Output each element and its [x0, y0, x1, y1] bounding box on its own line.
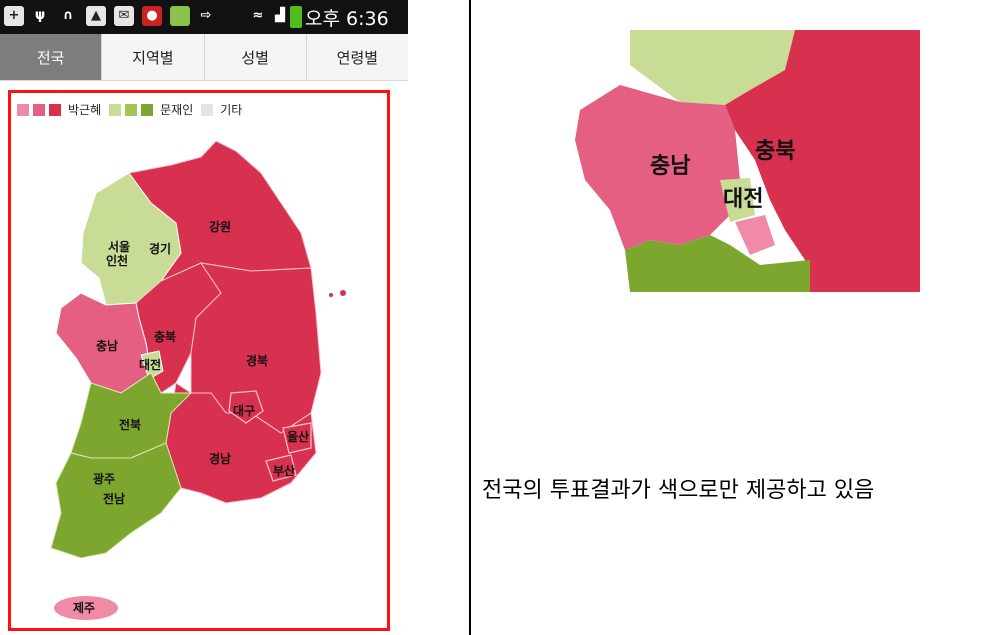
region-jeonnam[interactable]	[50, 442, 182, 559]
status-bar: + ψ ∩ ▲ ✉ ● ⇨ ≈ ▟ 오후 6:36	[0, 0, 408, 34]
label-gyeonggi: 경기	[149, 241, 171, 256]
tab-bar: 전국 지역별 성별 연령별	[0, 34, 408, 81]
label-seoul: 서울	[108, 239, 130, 254]
label-daejeon: 대전	[139, 357, 161, 372]
android-icon	[170, 6, 190, 26]
caption-text: 전국의 투표결과가 색으로만 제공하고 있음	[482, 478, 875, 503]
signal-icon: ▟	[275, 8, 285, 23]
label-incheon: 인천	[106, 253, 128, 268]
zoom-chungnam	[575, 85, 740, 250]
tab-by-region[interactable]: 지역별	[102, 34, 205, 80]
image-icon: ▲	[86, 6, 106, 26]
label-gyeongnam: 경남	[209, 451, 231, 466]
legend-swatch-moon-light	[109, 103, 122, 116]
label-gwangju: 광주	[93, 471, 115, 486]
legend-swatch-other	[201, 103, 214, 116]
tab-national[interactable]: 전국	[0, 34, 103, 80]
zoom-daejeon-pink	[735, 215, 775, 255]
label-gangwon: 강원	[209, 220, 231, 234]
headset-icon: ∩	[62, 8, 74, 23]
legend-swatch-park-dark	[49, 103, 61, 116]
phone-screenshot: + ψ ∩ ▲ ✉ ● ⇨ ≈ ▟ 오후 6:36 전국 지역별 성별 연령별	[0, 0, 408, 635]
label-gyeongbuk: 경북	[246, 354, 268, 368]
legend-label-park: 박근혜	[68, 103, 102, 117]
mail-icon: ✉	[114, 6, 134, 26]
plus-icon: +	[4, 6, 24, 26]
ulleung-island	[340, 290, 346, 296]
clock: 오후 6:36	[305, 8, 389, 30]
legend-label-moon: 문재인	[160, 103, 194, 117]
legend-label-other: 기타	[220, 103, 243, 117]
label-chungbuk: 충북	[154, 329, 176, 344]
map-legend: 박근혜 문재인 기타	[17, 101, 248, 118]
tab-by-age[interactable]: 연령별	[336, 48, 379, 67]
label-daegu: 대구	[233, 404, 255, 418]
dokdo-island	[329, 293, 333, 297]
tab-by-gender[interactable]: 성별	[205, 34, 307, 80]
map-frame: 서울 인천 경기 강원 충남 충북 대전 경북 대구 울산 전북 경남 부산 광…	[8, 90, 390, 631]
battery-icon	[290, 6, 302, 28]
zoom-jeonbuk	[625, 235, 810, 292]
region-jeonbuk[interactable]	[70, 372, 193, 459]
legend-swatch-moon-dark	[141, 103, 154, 116]
label-busan: 부산	[273, 463, 295, 478]
record-icon: ●	[142, 6, 162, 26]
label-ulsan: 울산	[287, 429, 309, 444]
korea-map: 서울 인천 경기 강원 충남 충북 대전 경북 대구 울산 전북 경남 부산 광…	[50, 140, 346, 620]
export-icon: ⇨	[200, 8, 212, 23]
region-daegu[interactable]	[228, 390, 264, 424]
label-chungnam: 충남	[96, 338, 118, 353]
region-ulsan[interactable]	[282, 422, 312, 454]
zoom-label-chungbuk: 충북	[755, 139, 795, 164]
legend-swatch-moon-mid	[125, 103, 138, 116]
zoom-gyeonggi	[630, 30, 795, 105]
usb-icon: ψ	[34, 8, 46, 23]
label-jeonbuk: 전북	[119, 417, 141, 432]
zoom-label-chungnam: 충남	[650, 154, 690, 179]
zoomed-map: 충남 충북 대전	[570, 30, 920, 292]
divider-line	[469, 0, 471, 635]
wifi-icon: ≈	[252, 8, 264, 23]
label-jeonnam: 전남	[103, 491, 125, 506]
zoom-red-east	[725, 30, 920, 292]
zoomed-map-detail: 충남 충북 대전	[570, 30, 920, 292]
region-busan[interactable]	[265, 454, 297, 482]
zoom-label-daejeon: 대전	[723, 187, 763, 212]
legend-swatch-park-mid	[33, 103, 45, 116]
region-daejeon[interactable]	[140, 350, 164, 380]
legend-swatch-park-light	[17, 103, 29, 116]
label-jeju: 제주	[73, 601, 95, 615]
region-jeju[interactable]	[54, 596, 118, 620]
zoom-daejeon	[720, 178, 755, 222]
